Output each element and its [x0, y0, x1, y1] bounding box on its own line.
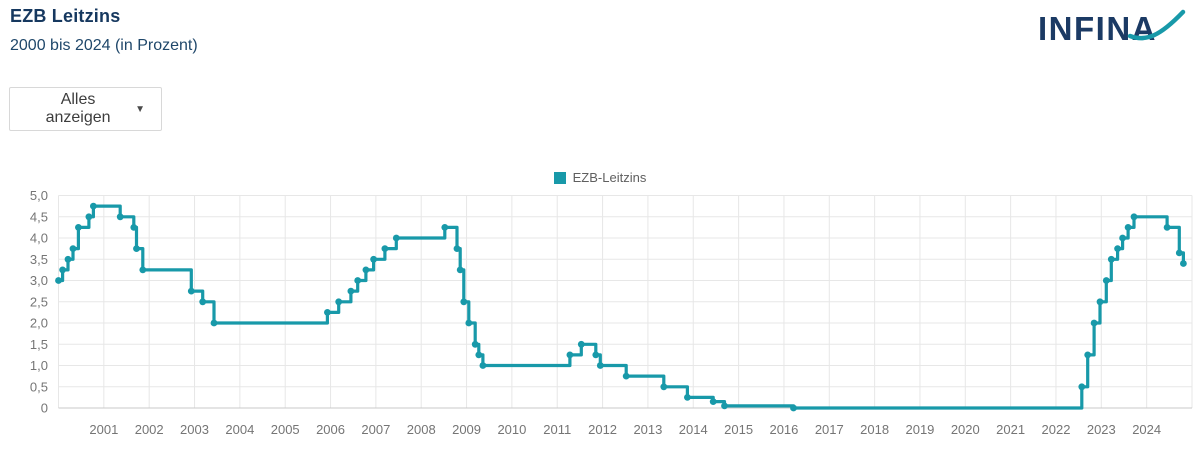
svg-text:2022: 2022	[1042, 422, 1071, 437]
svg-text:4,0: 4,0	[30, 231, 48, 246]
svg-text:0: 0	[41, 401, 48, 416]
svg-text:2006: 2006	[316, 422, 345, 437]
svg-text:0,5: 0,5	[30, 379, 48, 394]
svg-text:2009: 2009	[452, 422, 481, 437]
svg-text:2013: 2013	[633, 422, 662, 437]
svg-text:2017: 2017	[815, 422, 844, 437]
svg-text:2,5: 2,5	[30, 294, 48, 309]
series-line-ezb-leitzins	[56, 204, 1185, 410]
svg-text:2004: 2004	[225, 422, 254, 437]
svg-text:2023: 2023	[1087, 422, 1116, 437]
svg-text:2021: 2021	[996, 422, 1025, 437]
svg-text:2,0: 2,0	[30, 316, 48, 331]
logo-text: INFINA	[1038, 10, 1157, 47]
svg-text:1,0: 1,0	[30, 358, 48, 373]
svg-text:2011: 2011	[543, 422, 571, 437]
svg-text:2020: 2020	[951, 422, 980, 437]
svg-text:1,5: 1,5	[30, 337, 48, 352]
svg-text:2018: 2018	[860, 422, 889, 437]
x-axis-labels: 2001 2002 2003 2004 2005 2006 2007 2008 2009 2010…	[89, 422, 1161, 437]
page-title: EZB Leitzins	[10, 6, 121, 26]
svg-text:2005: 2005	[271, 422, 300, 437]
svg-text:2001: 2001	[89, 422, 118, 437]
range-filter-dropdown[interactable]: Alles anzeigen ▼	[9, 87, 162, 131]
infina-logo: INFINA	[1038, 8, 1190, 52]
svg-text:2007: 2007	[361, 422, 390, 437]
svg-text:2014: 2014	[679, 422, 708, 437]
svg-text:2002: 2002	[135, 422, 164, 437]
page-subtitle: 2000 bis 2024 (in Prozent)	[10, 37, 198, 54]
svg-text:3,5: 3,5	[30, 252, 48, 267]
svg-text:3,0: 3,0	[30, 273, 48, 288]
svg-text:2015: 2015	[724, 422, 753, 437]
svg-text:4,5: 4,5	[30, 209, 48, 224]
svg-text:2024: 2024	[1132, 422, 1161, 437]
svg-text:5,0: 5,0	[30, 188, 48, 203]
svg-text:2016: 2016	[769, 422, 798, 437]
svg-text:2008: 2008	[407, 422, 436, 437]
svg-text:2003: 2003	[180, 422, 209, 437]
y-axis-labels: 0 0,5 1,0 1,5 2,0 2,5 3,0 3,5 4,0 4,5 5,0	[30, 188, 48, 416]
range-filter-label: Alles anzeigen	[45, 91, 111, 126]
svg-text:2019: 2019	[905, 422, 934, 437]
svg-text:2010: 2010	[497, 422, 526, 437]
data-point-markers	[55, 202, 1187, 412]
svg-text:2012: 2012	[588, 422, 617, 437]
logo-swoosh-icon	[1127, 9, 1186, 41]
chevron-down-icon: ▼	[135, 103, 145, 115]
